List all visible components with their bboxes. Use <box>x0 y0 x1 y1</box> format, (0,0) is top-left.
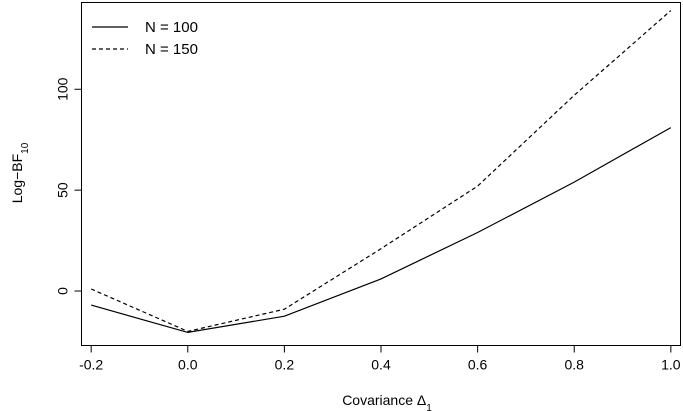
x-tick-label: 1.0 <box>661 357 681 373</box>
legend-label-n150: N = 150 <box>145 41 198 58</box>
y-tick-label: 0 <box>55 287 71 295</box>
x-tick-label: 0.4 <box>371 357 391 373</box>
x-axis-title: Covariance Δ1 <box>342 392 432 411</box>
x-axis: -0.2 0.0 0.2 0.4 0.6 0.8 1.0 <box>79 345 681 373</box>
x-tick-label: 0.2 <box>275 357 295 373</box>
legend: N = 100 N = 150 <box>92 19 198 58</box>
x-tick-label: 0.8 <box>564 357 584 373</box>
x-tick-label: -0.2 <box>79 357 103 373</box>
legend-label-n100: N = 100 <box>145 19 198 36</box>
y-axis: 0 50 100 <box>55 77 82 295</box>
y-axis-title: Log−BF10 <box>9 142 31 203</box>
x-tick-label: 0.0 <box>178 357 198 373</box>
y-tick-label: 100 <box>55 77 71 101</box>
x-tick-label: 0.6 <box>468 357 488 373</box>
series-line-n150 <box>90 10 672 333</box>
y-tick-label: 50 <box>55 182 71 198</box>
series-layer <box>90 10 672 334</box>
series-line-n100 <box>91 127 672 334</box>
